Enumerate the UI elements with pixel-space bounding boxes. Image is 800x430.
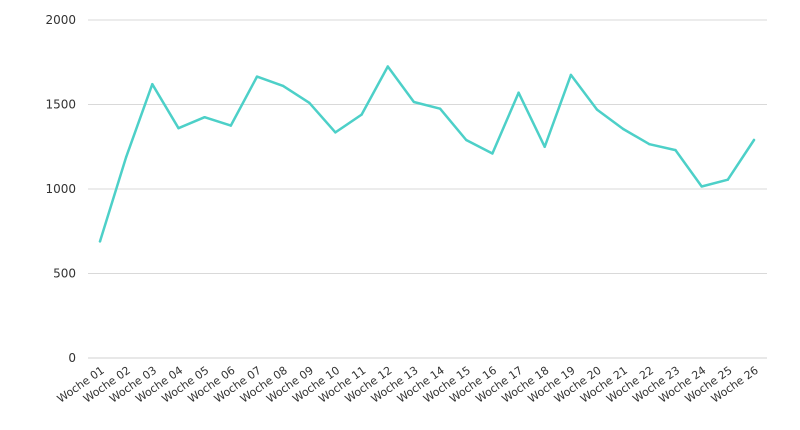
data-point bbox=[281, 84, 285, 88]
data-point bbox=[255, 75, 259, 78]
data-point bbox=[700, 185, 703, 188]
data-point bbox=[648, 143, 651, 146]
data-point bbox=[438, 107, 442, 110]
data-point bbox=[203, 115, 206, 119]
gridlines bbox=[88, 19, 767, 359]
data-points bbox=[98, 65, 756, 243]
data-point bbox=[98, 240, 102, 243]
data-point bbox=[124, 155, 128, 159]
data-point bbox=[726, 178, 730, 181]
series-line bbox=[98, 65, 756, 243]
data-point bbox=[517, 91, 520, 94]
data-point bbox=[412, 100, 416, 104]
data-point bbox=[229, 124, 232, 127]
y-tick-label: 1000 bbox=[45, 182, 76, 196]
data-point bbox=[308, 101, 311, 105]
y-tick-label: 2000 bbox=[45, 13, 76, 27]
data-point bbox=[177, 126, 180, 130]
data-point bbox=[595, 108, 599, 111]
data-point bbox=[491, 152, 494, 155]
data-point bbox=[151, 83, 154, 86]
data-point bbox=[569, 73, 573, 77]
data-point bbox=[334, 131, 337, 134]
data-point bbox=[360, 113, 363, 116]
data-point bbox=[465, 138, 468, 142]
data-point bbox=[543, 145, 546, 148]
data-point bbox=[752, 138, 756, 142]
y-tick-label: 0 bbox=[68, 351, 76, 365]
y-axis-ticks: 0 500 1000 1500 2000 bbox=[45, 13, 76, 365]
data-point bbox=[674, 148, 677, 152]
y-tick-label: 1500 bbox=[45, 98, 76, 112]
y-tick-label: 500 bbox=[53, 267, 76, 281]
data-point bbox=[622, 127, 625, 131]
data-point bbox=[386, 65, 389, 68]
